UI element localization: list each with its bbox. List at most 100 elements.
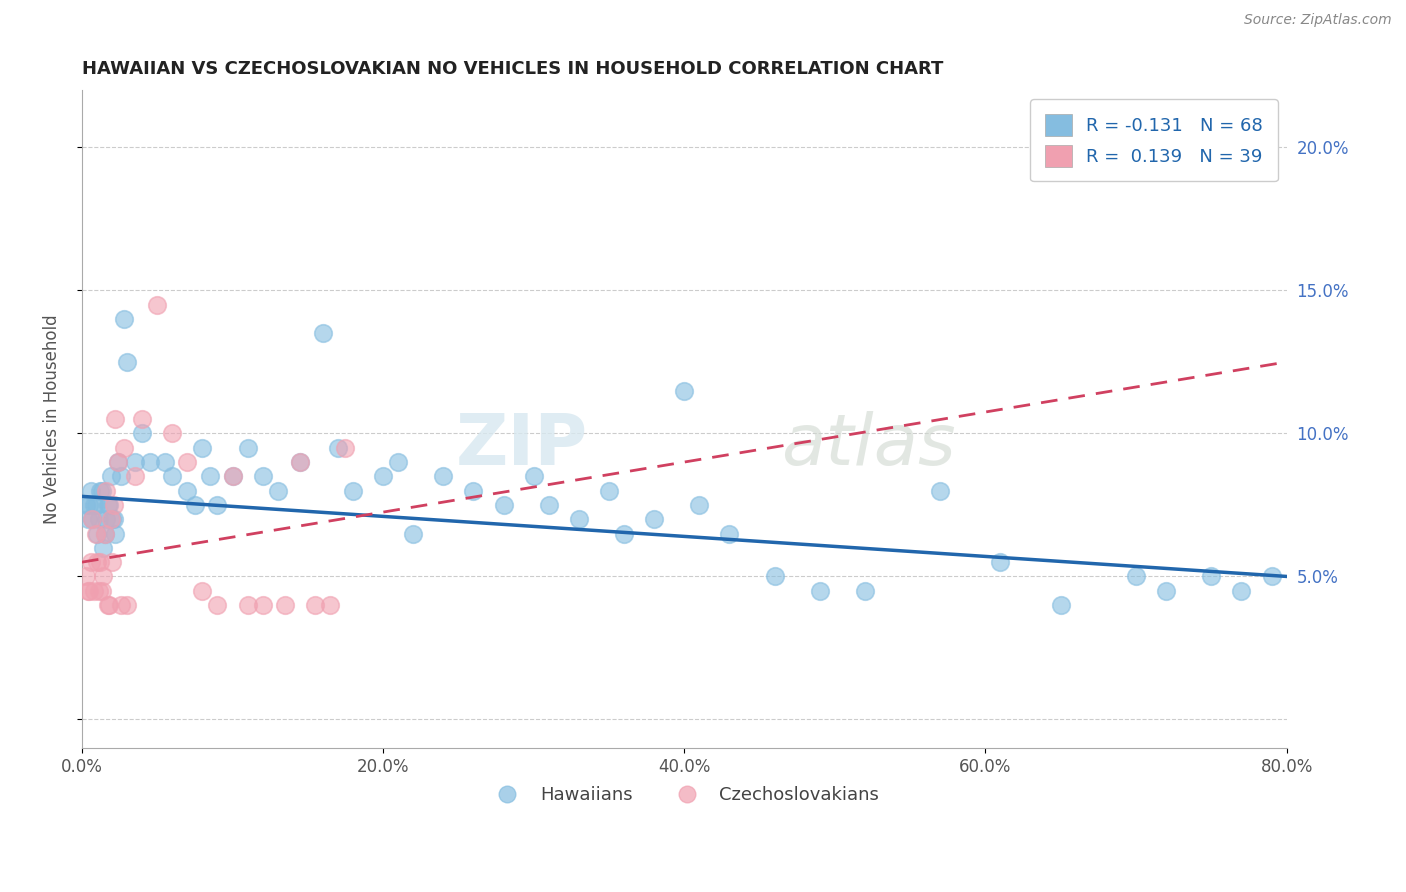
Point [131, 412, 153, 426]
Point [176, 483, 198, 498]
Point [184, 498, 207, 512]
Point [101, 512, 124, 526]
Point [312, 326, 335, 341]
Point [1049, 598, 1071, 612]
Point [115, 355, 138, 369]
Point [853, 583, 876, 598]
Point [267, 483, 290, 498]
Point [101, 555, 124, 569]
Point [763, 569, 786, 583]
Point [643, 512, 665, 526]
Point [86, 555, 108, 569]
Point [198, 469, 221, 483]
Point [929, 483, 952, 498]
Point [290, 455, 312, 469]
Point [236, 441, 259, 455]
Point [207, 598, 229, 612]
Point [104, 526, 127, 541]
Point [82, 512, 104, 526]
Point [103, 512, 125, 526]
Text: atlas: atlas [780, 411, 955, 480]
Point [91, 541, 114, 555]
Point [103, 498, 125, 512]
Point [342, 483, 364, 498]
Point [79, 583, 101, 598]
Point [131, 426, 153, 441]
Text: HAWAIIAN VS CZECHOSLOVAKIAN NO VEHICLES IN HOUSEHOLD CORRELATION CHART: HAWAIIAN VS CZECHOSLOVAKIAN NO VEHICLES … [82, 60, 943, 78]
Point [84, 498, 107, 512]
Point [990, 555, 1012, 569]
Point [124, 455, 146, 469]
Point [718, 526, 741, 541]
Point [236, 598, 259, 612]
Point [100, 512, 122, 526]
Point [107, 455, 129, 469]
Point [110, 469, 132, 483]
Point [387, 455, 409, 469]
Point [98, 498, 121, 512]
Point [221, 469, 243, 483]
Point [107, 455, 129, 469]
Text: Source: ZipAtlas.com: Source: ZipAtlas.com [1244, 13, 1392, 28]
Point [90, 583, 112, 598]
Point [290, 455, 312, 469]
Point [207, 498, 229, 512]
Point [112, 312, 135, 326]
Point [252, 598, 274, 612]
Point [221, 469, 243, 483]
Point [76, 569, 98, 583]
Point [104, 412, 127, 426]
Point [613, 526, 636, 541]
Point [87, 512, 110, 526]
Point [115, 598, 138, 612]
Point [319, 598, 342, 612]
Point [153, 455, 176, 469]
Point [83, 583, 105, 598]
Point [162, 426, 184, 441]
Point [80, 483, 103, 498]
Point [94, 512, 117, 526]
Point [808, 583, 831, 598]
Point [304, 598, 326, 612]
Point [335, 441, 357, 455]
Point [1125, 569, 1147, 583]
Point [93, 526, 115, 541]
Point [598, 483, 620, 498]
Point [432, 469, 454, 483]
Y-axis label: No Vehicles in Household: No Vehicles in Household [44, 314, 60, 524]
Point [463, 483, 485, 498]
Point [90, 483, 112, 498]
Point [371, 469, 394, 483]
Point [138, 455, 160, 469]
Point [176, 455, 198, 469]
Point [688, 498, 710, 512]
Point [162, 469, 184, 483]
Point [1230, 583, 1253, 598]
Point [83, 498, 105, 512]
Point [252, 469, 274, 483]
Point [1154, 583, 1177, 598]
Point [77, 512, 100, 526]
Point [77, 583, 100, 598]
Point [1260, 569, 1282, 583]
Point [492, 498, 515, 512]
Point [98, 598, 121, 612]
Point [146, 298, 169, 312]
Point [82, 512, 104, 526]
Point [274, 598, 297, 612]
Point [80, 555, 103, 569]
Point [1201, 569, 1223, 583]
Point [100, 469, 122, 483]
Point [89, 555, 111, 569]
Point [96, 598, 118, 612]
Point [402, 526, 425, 541]
Point [84, 526, 107, 541]
Point [91, 569, 114, 583]
Point [523, 469, 546, 483]
Point [110, 598, 132, 612]
Point [673, 384, 696, 398]
Point [568, 512, 591, 526]
Legend: Hawaiians, Czechoslovakians: Hawaiians, Czechoslovakians [482, 779, 886, 812]
Point [93, 526, 115, 541]
Point [326, 441, 349, 455]
